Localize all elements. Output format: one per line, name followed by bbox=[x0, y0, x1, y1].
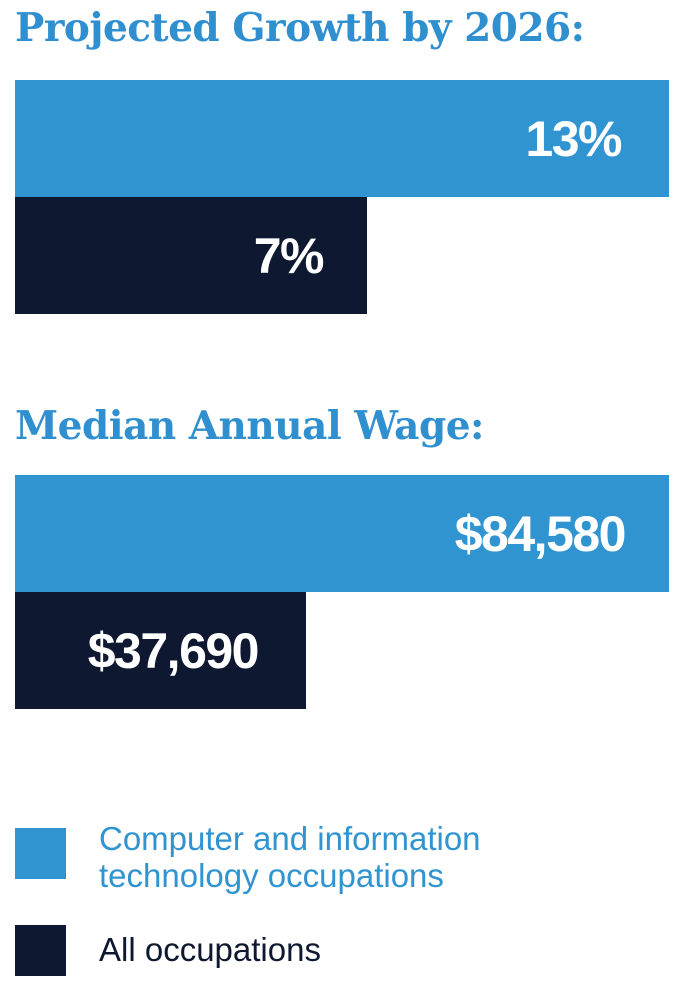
wage-chart-title: Median Annual Wage: bbox=[15, 403, 484, 449]
bar-wage-all-occupations: $37,690 bbox=[15, 592, 306, 709]
legend-item-all-occupations: All occupations bbox=[15, 925, 321, 976]
bar-value-label-growth-computer-it: 13% bbox=[525, 110, 622, 167]
bar-growth-all-occupations: 7% bbox=[15, 197, 367, 314]
growth-chart-title: Projected Growth by 2026: bbox=[15, 5, 585, 51]
bar-growth-computer-it: 13% bbox=[15, 80, 669, 197]
legend-label-line-1: All occupations bbox=[99, 931, 321, 968]
bar-value-label-growth-all-occupations: 7% bbox=[253, 227, 325, 284]
legend-label-all-occupations: All occupations bbox=[99, 931, 321, 968]
legend-swatch-computer-it bbox=[15, 828, 66, 879]
bar-wage-computer-it: $84,580 bbox=[15, 475, 669, 592]
legend-label-computer-it: Computer and information technology occu… bbox=[99, 820, 481, 894]
legend-swatch-all-occupations bbox=[15, 925, 66, 976]
bar-value-label-wage-all-occupations: $37,690 bbox=[87, 622, 260, 679]
legend-label-line-2: technology occupations bbox=[99, 857, 444, 894]
legend-item-computer-it: Computer and information technology occu… bbox=[15, 820, 481, 894]
legend-label-line-1: Computer and information bbox=[99, 820, 481, 857]
bar-value-label-wage-computer-it: $84,580 bbox=[454, 505, 627, 562]
